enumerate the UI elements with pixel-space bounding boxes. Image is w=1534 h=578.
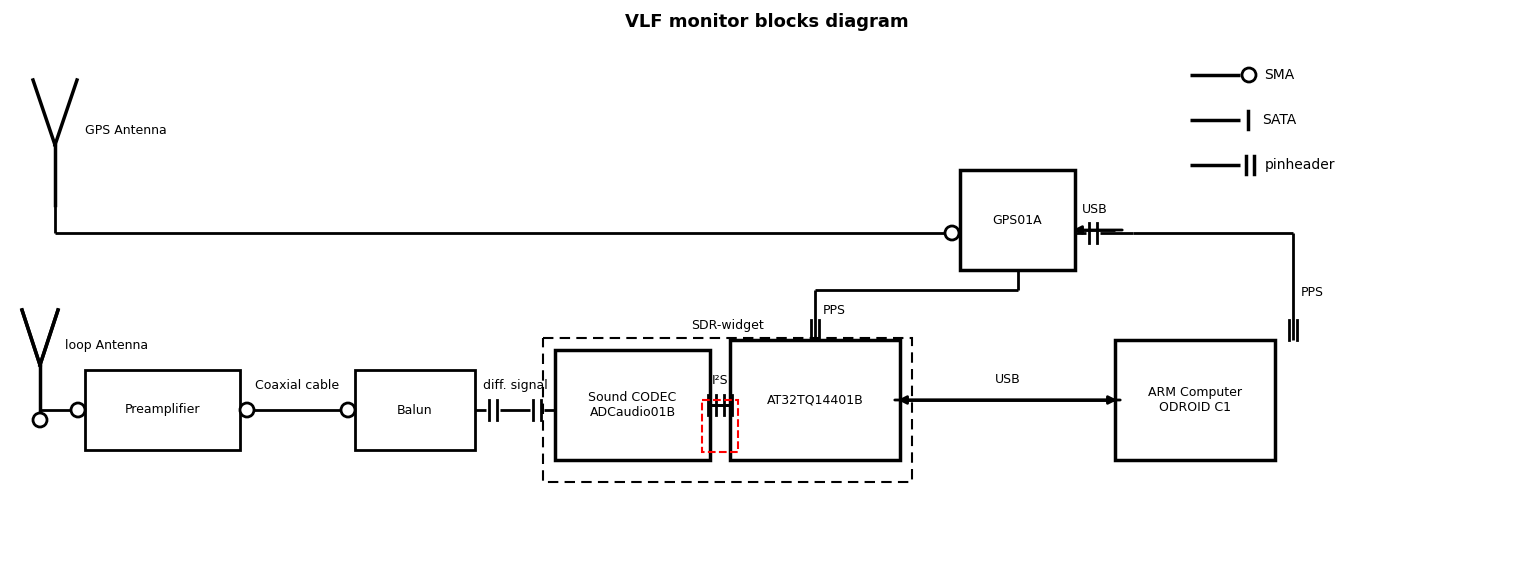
Bar — [354, 370, 476, 450]
Circle shape — [34, 413, 48, 427]
Circle shape — [341, 403, 354, 417]
Text: I²S: I²S — [712, 374, 729, 387]
Bar — [730, 340, 900, 460]
Bar — [84, 370, 239, 450]
Circle shape — [945, 226, 959, 240]
Text: VLF monitor blocks diagram: VLF monitor blocks diagram — [626, 13, 908, 31]
Bar — [960, 170, 1075, 270]
Text: PPS: PPS — [1301, 287, 1324, 299]
Text: GPS01A: GPS01A — [992, 213, 1042, 227]
Bar — [543, 338, 913, 482]
Circle shape — [239, 403, 255, 417]
Text: loop Antenna: loop Antenna — [64, 339, 149, 351]
Bar — [703, 400, 738, 452]
Text: Coaxial cable: Coaxial cable — [256, 379, 339, 392]
Text: SDR-widget: SDR-widget — [692, 319, 764, 332]
Circle shape — [1243, 68, 1256, 82]
Text: ARM Computer
ODROID C1: ARM Computer ODROID C1 — [1147, 386, 1243, 414]
Text: diff. signal: diff. signal — [483, 379, 548, 392]
Text: Preamplifier: Preamplifier — [124, 403, 201, 417]
Text: PPS: PPS — [824, 303, 845, 317]
Text: USB: USB — [1081, 203, 1108, 216]
Bar — [1115, 340, 1275, 460]
Text: pinheader: pinheader — [1266, 158, 1336, 172]
Text: USB: USB — [994, 373, 1020, 386]
Bar — [555, 350, 710, 460]
Circle shape — [71, 403, 84, 417]
Text: AT32TQ14401B: AT32TQ14401B — [767, 394, 864, 406]
Text: Balun: Balun — [397, 403, 433, 417]
Text: GPS Antenna: GPS Antenna — [84, 124, 167, 136]
Text: SATA: SATA — [1262, 113, 1296, 127]
Text: Sound CODEC
ADCaudio01B: Sound CODEC ADCaudio01B — [589, 391, 676, 419]
Text: SMA: SMA — [1264, 68, 1295, 82]
